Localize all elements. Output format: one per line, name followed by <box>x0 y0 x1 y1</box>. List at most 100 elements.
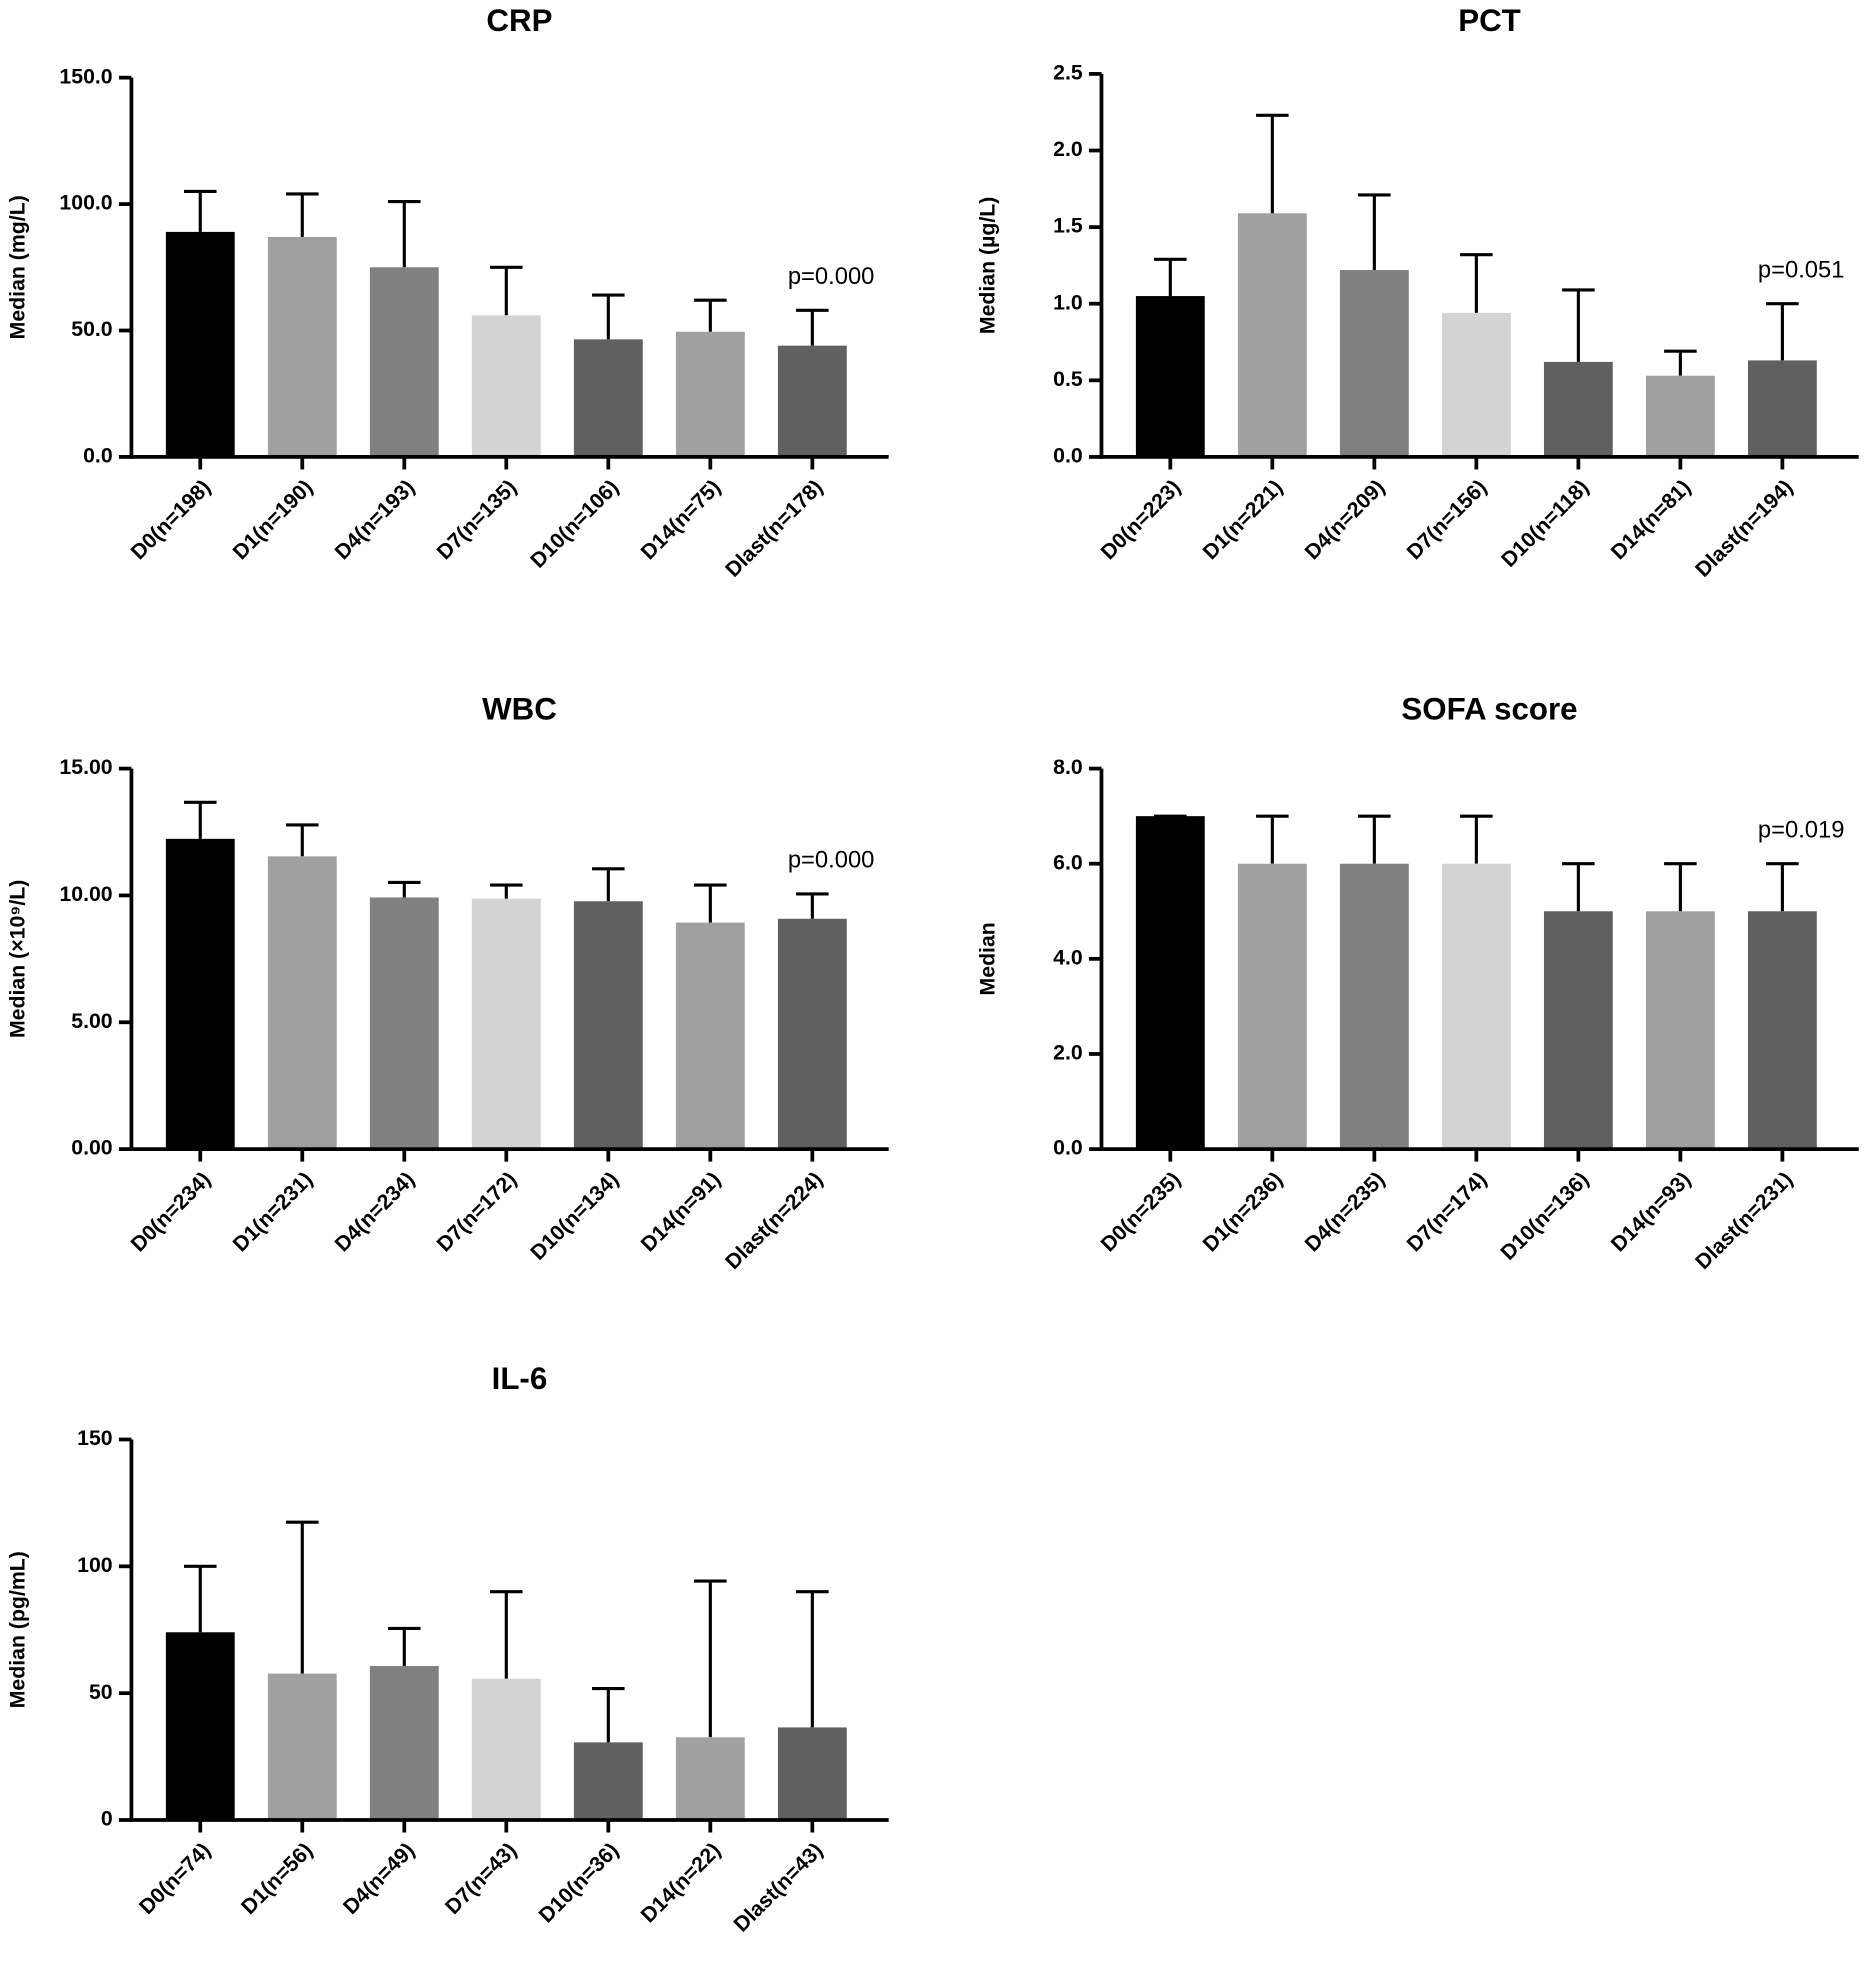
bar <box>369 267 439 457</box>
x-tick-label: Dlast(n=224) <box>721 1167 828 1274</box>
bar <box>1747 360 1817 457</box>
y-tick-label: 0 <box>101 1807 113 1831</box>
y-tick-label: 15.00 <box>59 755 112 779</box>
y-tick-label: 0.0 <box>1053 1136 1083 1160</box>
x-tick-label: D7(n=174) <box>1402 1167 1491 1256</box>
bar <box>267 1673 337 1820</box>
x-tick-label: D1(n=236) <box>1198 1167 1287 1256</box>
annotation: p=0.000 <box>788 847 875 874</box>
x-tick-label: D7(n=43) <box>440 1838 521 1919</box>
x-tick-label: Dlast(n=178) <box>721 475 828 582</box>
bar <box>1645 911 1715 1150</box>
bar <box>675 922 745 1150</box>
y-tick-label: 50 <box>89 1680 113 1704</box>
x-tick-label: D4(n=235) <box>1300 1167 1389 1256</box>
x-tick-label: D7(n=172) <box>432 1167 521 1256</box>
x-tick-label: D1(n=190) <box>228 475 317 564</box>
y-tick-label: 2.0 <box>1053 137 1083 161</box>
bar <box>165 231 235 457</box>
bar <box>1543 911 1613 1150</box>
x-tick-label: D7(n=135) <box>432 475 521 564</box>
bar <box>165 838 235 1150</box>
x-tick-label: Dlast(n=194) <box>1691 475 1798 582</box>
y-tick-label: 0.00 <box>71 1136 112 1160</box>
x-tick-label: D10(n=136) <box>1496 1167 1594 1265</box>
y-tick-label: 150.0 <box>59 64 112 88</box>
bar <box>1747 911 1817 1150</box>
y-axis-label: Median (pg/mL) <box>5 1551 29 1708</box>
x-tick-label: D4(n=49) <box>338 1838 419 1919</box>
chart-title: SOFA score <box>1401 691 1577 726</box>
chart-title: CRP <box>486 3 552 38</box>
y-tick-label: 150 <box>77 1426 112 1450</box>
bar <box>675 1737 745 1820</box>
x-tick-label: D0(n=235) <box>1096 1167 1185 1256</box>
bar <box>369 1666 439 1820</box>
y-axis-label: Median (mg/L) <box>5 195 29 339</box>
x-tick-label: D14(n=22) <box>636 1838 725 1927</box>
x-tick-label: D14(n=75) <box>636 475 725 564</box>
bar <box>165 1632 235 1820</box>
bar <box>573 901 643 1150</box>
bar <box>573 1742 643 1820</box>
x-tick-label: D10(n=36) <box>534 1838 623 1927</box>
bar <box>777 345 847 457</box>
x-tick-label: D0(n=74) <box>134 1838 215 1919</box>
x-tick-label: D10(n=134) <box>526 1167 624 1265</box>
bar <box>777 1727 847 1820</box>
x-tick-label: D0(n=234) <box>126 1167 215 1256</box>
y-tick-label: 50.0 <box>71 317 112 341</box>
x-tick-label: D14(n=93) <box>1606 1167 1695 1256</box>
y-axis-label: Median (×10⁹/L) <box>5 880 29 1038</box>
x-tick-label: D10(n=106) <box>526 475 624 573</box>
bar <box>267 856 337 1150</box>
bar <box>573 339 643 457</box>
chart-title: PCT <box>1458 3 1521 38</box>
bar <box>675 331 745 457</box>
y-tick-label: 5.00 <box>71 1009 112 1033</box>
x-tick-label: D1(n=221) <box>1198 475 1287 564</box>
x-tick-label: D4(n=209) <box>1300 475 1389 564</box>
x-tick-label: D14(n=81) <box>1606 475 1695 564</box>
x-tick-label: D1(n=231) <box>228 1167 317 1256</box>
x-tick-label: Dlast(n=231) <box>1691 1167 1798 1274</box>
y-tick-label: 6.0 <box>1053 850 1083 874</box>
y-axis-label: Median <box>975 922 999 995</box>
bar <box>267 236 337 457</box>
y-axis-label: Median (µg/L) <box>975 197 999 334</box>
bar <box>1237 863 1307 1150</box>
bar <box>1441 863 1511 1150</box>
bar <box>471 315 541 457</box>
bar <box>471 898 541 1150</box>
x-tick-label: D4(n=193) <box>330 475 419 564</box>
y-tick-label: 2.0 <box>1053 1041 1083 1065</box>
x-tick-label: D0(n=198) <box>126 475 215 564</box>
annotation: p=0.019 <box>1758 816 1845 843</box>
x-tick-label: Dlast(n=43) <box>729 1838 827 1936</box>
x-tick-label: D0(n=223) <box>1096 475 1185 564</box>
x-tick-label: D4(n=234) <box>330 1167 419 1256</box>
bar <box>1645 375 1715 457</box>
chart-title: WBC <box>482 691 557 726</box>
y-tick-label: 100.0 <box>59 191 112 215</box>
x-tick-label: D1(n=56) <box>236 1838 317 1919</box>
bar <box>1441 312 1511 457</box>
y-tick-label: 0.0 <box>1053 444 1083 468</box>
y-tick-label: 2.5 <box>1053 61 1083 85</box>
x-tick-label: D7(n=156) <box>1402 475 1491 564</box>
y-tick-label: 100 <box>77 1553 112 1577</box>
y-tick-label: 10.00 <box>59 882 112 906</box>
x-tick-label: D10(n=118) <box>1497 475 1594 572</box>
bar <box>1135 296 1205 457</box>
annotation: p=0.051 <box>1758 256 1845 283</box>
annotation: p=0.000 <box>788 263 875 290</box>
bar <box>1339 270 1409 457</box>
x-tick-label: D14(n=91) <box>636 1167 725 1256</box>
chart-title: IL-6 <box>492 1361 548 1396</box>
y-tick-label: 0.5 <box>1053 367 1083 391</box>
y-tick-label: 1.5 <box>1053 214 1083 238</box>
bar <box>777 918 847 1150</box>
bar <box>1339 863 1409 1150</box>
bar <box>471 1678 541 1820</box>
